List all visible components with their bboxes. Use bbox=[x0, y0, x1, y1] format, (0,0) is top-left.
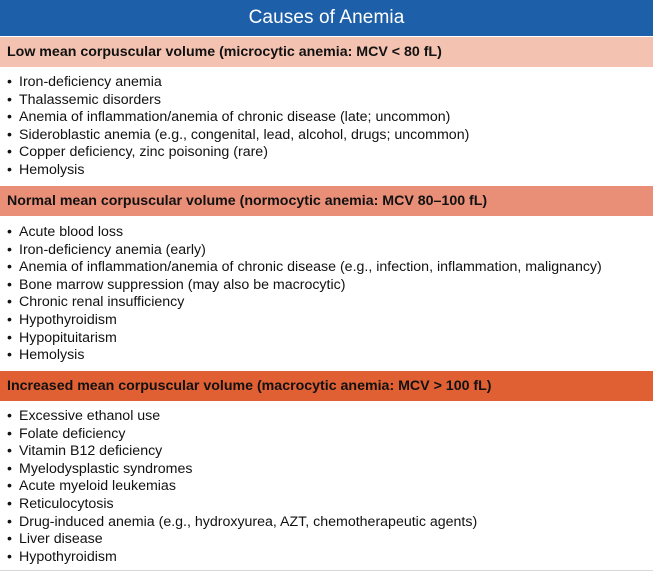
list-item-text: Hypopituitarism bbox=[19, 329, 117, 346]
list-item: • Reticulocytosis bbox=[7, 496, 477, 514]
bullet-icon: • bbox=[7, 425, 12, 442]
list-item: • Hypopituitarism bbox=[7, 330, 602, 348]
list-item: • Excessive ethanol use bbox=[7, 408, 477, 426]
bullet-icon: • bbox=[7, 109, 12, 126]
list-item: • Acute myeloid leukemias bbox=[7, 478, 477, 496]
list-item: • Folate deficiency bbox=[7, 426, 477, 444]
bullet-icon: • bbox=[7, 91, 12, 108]
list-item: • Drug-induced anemia (e.g., hydroxyurea,… bbox=[7, 514, 477, 532]
list-item-text: Chronic renal insufficiency bbox=[19, 294, 185, 311]
list-item-text: Iron-deficiency anemia bbox=[19, 74, 162, 90]
bullet-icon: • bbox=[7, 460, 12, 477]
list-item: • Liver disease bbox=[7, 531, 477, 549]
list-item: • Acute blood loss bbox=[7, 224, 602, 242]
list-item: • Anemia of inflammation/anemia of chroni… bbox=[7, 259, 602, 277]
bullet-icon: • bbox=[7, 513, 12, 530]
bullet-icon: • bbox=[7, 224, 12, 240]
bullet-icon: • bbox=[7, 294, 12, 311]
list-item: • Bone marrow suppression (may also be ma… bbox=[7, 277, 602, 295]
bullet-icon: • bbox=[7, 478, 12, 495]
bullet-icon: • bbox=[7, 74, 12, 90]
bullet-icon: • bbox=[7, 531, 12, 548]
list-item-text: Thalassemic disorders bbox=[19, 91, 161, 108]
list-item-text: Anemia of inflammation/anemia of chronic… bbox=[19, 109, 451, 126]
list-item: • Hypothyroidism bbox=[7, 312, 602, 330]
list-item-text: Acute blood loss bbox=[19, 224, 124, 240]
list-item-text: Hemolysis bbox=[19, 161, 85, 178]
bullet-icon: • bbox=[7, 259, 12, 276]
bullet-icon: • bbox=[7, 495, 12, 512]
bullet-icon: • bbox=[7, 161, 12, 178]
list-item: • Hemolysis bbox=[7, 162, 469, 180]
list-item: • Iron-deficiency anemia bbox=[7, 74, 469, 92]
list-item: • Iron-deficiency anemia (early) bbox=[7, 242, 602, 260]
bullet-icon: • bbox=[7, 548, 12, 565]
list-item-text: Acute myeloid leukemias bbox=[19, 478, 176, 495]
bullet-icon: • bbox=[7, 241, 12, 258]
microcytic-causes-list: • Iron-deficiency anemia • Thalassemic dis… bbox=[7, 74, 469, 180]
list-item-text: Vitamin B12 deficiency bbox=[19, 443, 163, 460]
bullet-icon: • bbox=[7, 276, 12, 293]
list-item-text: Drug-induced anemia (e.g., hydroxyurea, … bbox=[19, 513, 478, 530]
list-item: • Anemia of inflammation/anemia of chroni… bbox=[7, 109, 469, 127]
list-item-text: Copper deficiency, zinc poisoning (rare) bbox=[19, 144, 268, 161]
list-item-text: Anemia of inflammation/anemia of chronic… bbox=[19, 259, 602, 276]
bullet-icon: • bbox=[7, 144, 12, 161]
bullet-icon: • bbox=[7, 126, 12, 143]
list-item-text: Myelodysplastic syndromes bbox=[19, 460, 193, 477]
list-item: • Thalassemic disorders bbox=[7, 92, 469, 110]
list-item: • Chronic renal insufficiency bbox=[7, 294, 602, 312]
list-item-text: Folate deficiency bbox=[19, 425, 126, 442]
list-item: • Hemolysis bbox=[7, 347, 602, 365]
table-title: Causes of Anemia bbox=[0, 0, 653, 36]
bullet-icon: • bbox=[7, 408, 12, 424]
list-item-text: Bone marrow suppression (may also be mac… bbox=[19, 276, 346, 293]
section-heading-macrocytic: Increased mean corpuscular volume (macro… bbox=[0, 371, 653, 401]
list-item: • Vitamin B12 deficiency bbox=[7, 443, 477, 461]
section-heading-microcytic: Low mean corpuscular volume (microcytic … bbox=[0, 37, 653, 67]
macrocytic-causes-list: • Excessive ethanol use • Folate deficienc… bbox=[7, 408, 477, 566]
bottom-divider bbox=[0, 570, 653, 571]
bullet-icon: • bbox=[7, 329, 12, 346]
list-item: • Hypothyroidism bbox=[7, 549, 477, 567]
list-item-text: Liver disease bbox=[19, 531, 103, 548]
list-item-text: Hypothyroidism bbox=[19, 311, 117, 328]
bullet-icon: • bbox=[7, 443, 12, 460]
list-item: • Sideroblastic anemia (e.g., congenital,… bbox=[7, 127, 469, 145]
normocytic-causes-list: • Acute blood loss • Iron-deficiency anemi… bbox=[7, 224, 602, 365]
bullet-icon: • bbox=[7, 311, 12, 328]
list-item-text: Hemolysis bbox=[19, 347, 85, 364]
list-item-text: Iron-deficiency anemia (early) bbox=[19, 241, 206, 258]
list-item-text: Reticulocytosis bbox=[19, 495, 114, 512]
list-item-text: Hypothyroidism bbox=[19, 548, 117, 565]
list-item: • Copper deficiency, zinc poisoning (rare… bbox=[7, 144, 469, 162]
list-item-text: Excessive ethanol use bbox=[19, 408, 161, 424]
bullet-icon: • bbox=[7, 347, 12, 364]
list-item-text: Sideroblastic anemia (e.g., congenital, … bbox=[19, 126, 470, 143]
list-item: • Myelodysplastic syndromes bbox=[7, 461, 477, 479]
section-heading-normocytic: Normal mean corpuscular volume (normocyt… bbox=[0, 186, 653, 216]
